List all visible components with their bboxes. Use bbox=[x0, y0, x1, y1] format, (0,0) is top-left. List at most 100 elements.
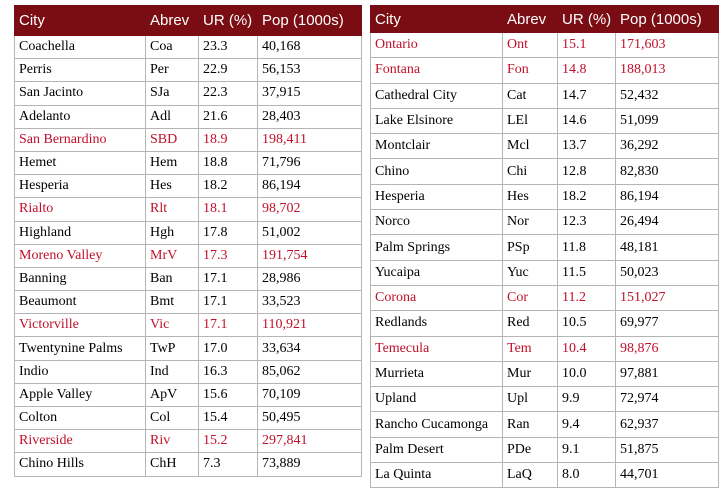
ur-header: UR (%) bbox=[198, 5, 258, 36]
city-cell: Banning bbox=[14, 266, 146, 292]
abrev-cell: Hgh bbox=[145, 220, 199, 245]
city-header: City bbox=[370, 5, 503, 33]
table-row: Moreno Valley MrV 17.3 191,754 bbox=[14, 243, 362, 268]
ur-cell: 11.8 bbox=[557, 234, 616, 261]
table-row: Twentynine Palms TwP 17.0 33,634 bbox=[14, 336, 362, 361]
abrev-cell: MrV bbox=[145, 243, 199, 268]
abrev-cell: ApV bbox=[145, 382, 199, 408]
city-cell: Palm Springs bbox=[370, 234, 503, 261]
abrev-cell: Col bbox=[145, 405, 199, 431]
abrev-cell: Adl bbox=[145, 104, 199, 129]
ur-cell: 15.4 bbox=[198, 405, 258, 431]
abrev-cell: Ind bbox=[145, 359, 199, 384]
city-cell: Riverside bbox=[14, 429, 146, 454]
pop-cell: 110,921 bbox=[257, 313, 362, 338]
table-row: Rancho Cucamonga Ran 9.4 62,937 bbox=[370, 411, 719, 438]
ur-cell: 9.4 bbox=[557, 411, 616, 438]
ur-cell: 12.3 bbox=[557, 209, 616, 236]
ur-cell: 17.8 bbox=[198, 220, 258, 245]
pop-cell: 26,494 bbox=[615, 209, 719, 236]
city-cell: San Bernardino bbox=[14, 127, 146, 152]
table-row: San Jacinto SJa 22.3 37,915 bbox=[14, 81, 362, 106]
table-row: La Quinta LaQ 8.0 44,701 bbox=[370, 462, 719, 489]
city-cell: Rancho Cucamonga bbox=[370, 411, 503, 438]
header-row: City Abrev UR (%) Pop (1000s) bbox=[370, 5, 719, 33]
ur-cell: 18.1 bbox=[198, 197, 258, 222]
ur-cell: 13.7 bbox=[557, 133, 616, 160]
ur-cell: 12.8 bbox=[557, 158, 616, 185]
abrev-cell: ChH bbox=[145, 452, 199, 477]
pop-cell: 48,181 bbox=[615, 234, 719, 261]
abrev-cell: Ran bbox=[502, 411, 558, 438]
pop-cell: 28,986 bbox=[257, 266, 362, 292]
ur-cell: 8.0 bbox=[557, 462, 616, 489]
city-cell: San Jacinto bbox=[14, 81, 146, 106]
city-header: City bbox=[14, 5, 146, 36]
pop-cell: 56,153 bbox=[257, 58, 362, 83]
city-cell: Twentynine Palms bbox=[14, 336, 146, 361]
abrev-cell: Cor bbox=[502, 284, 558, 312]
ur-cell: 18.8 bbox=[198, 150, 258, 176]
city-cell: Corona bbox=[370, 284, 503, 312]
city-cell: Victorville bbox=[14, 313, 146, 338]
ur-cell: 14.6 bbox=[557, 107, 616, 135]
pop-cell: 62,937 bbox=[615, 411, 719, 438]
abrev-cell: PDe bbox=[502, 436, 558, 464]
pop-cell: 85,062 bbox=[257, 359, 362, 384]
table-row: Hemet Hem 18.8 71,796 bbox=[14, 150, 362, 176]
table-row: Adelanto Adl 21.6 28,403 bbox=[14, 104, 362, 129]
pop-cell: 44,701 bbox=[615, 462, 719, 489]
pop-cell: 72,974 bbox=[615, 386, 719, 413]
city-cell: Perris bbox=[14, 58, 146, 83]
pop-cell: 188,013 bbox=[615, 57, 719, 84]
table-row: Hesperia Hes 18.2 86,194 bbox=[14, 174, 362, 199]
pop-cell: 51,875 bbox=[615, 436, 719, 464]
abrev-cell: Chi bbox=[502, 158, 558, 185]
table-row: Perris Per 22.9 56,153 bbox=[14, 58, 362, 83]
pop-cell: 198,411 bbox=[257, 127, 362, 152]
city-cell: Murrieta bbox=[370, 360, 503, 388]
abrev-cell: TwP bbox=[145, 336, 199, 361]
pop-cell: 191,754 bbox=[257, 243, 362, 268]
abrev-cell: SBD bbox=[145, 127, 199, 152]
table-row: Chino Hills ChH 7.3 73,889 bbox=[14, 452, 362, 477]
table-row: Cathedral City Cat 14.7 52,432 bbox=[370, 82, 719, 109]
table-row: Apple Valley ApV 15.6 70,109 bbox=[14, 382, 362, 408]
pop-header: Pop (1000s) bbox=[257, 5, 362, 36]
city-cell: Chino Hills bbox=[14, 452, 146, 477]
ur-cell: 9.1 bbox=[557, 436, 616, 464]
ur-cell: 14.8 bbox=[557, 57, 616, 84]
table-row: Chino Chi 12.8 82,830 bbox=[370, 158, 719, 185]
abrev-cell: Upl bbox=[502, 386, 558, 413]
pop-cell: 70,109 bbox=[257, 382, 362, 408]
table-row: Norco Nor 12.3 26,494 bbox=[370, 209, 719, 236]
pop-cell: 98,702 bbox=[257, 197, 362, 222]
ur-cell: 17.1 bbox=[198, 313, 258, 338]
city-cell: Rialto bbox=[14, 197, 146, 222]
abrev-cell: Riv bbox=[145, 429, 199, 454]
abrev-cell: LaQ bbox=[502, 462, 558, 489]
abrev-cell: Ont bbox=[502, 31, 558, 59]
table-row: Coachella Coa 23.3 40,168 bbox=[14, 34, 362, 60]
abrev-cell: Red bbox=[502, 310, 558, 337]
city-cell: Cathedral City bbox=[370, 82, 503, 109]
abrev-cell: Hes bbox=[145, 174, 199, 199]
table-row: Fontana Fon 14.8 188,013 bbox=[370, 57, 719, 84]
table-row: Lake Elsinore LEl 14.6 51,099 bbox=[370, 107, 719, 135]
abrev-cell: Mur bbox=[502, 360, 558, 388]
ur-cell: 10.5 bbox=[557, 310, 616, 337]
city-cell: Temecula bbox=[370, 335, 503, 362]
pop-cell: 171,603 bbox=[615, 31, 719, 59]
city-cell: Apple Valley bbox=[14, 382, 146, 408]
city-cell: Colton bbox=[14, 405, 146, 431]
table-row: Corona Cor 11.2 151,027 bbox=[370, 284, 719, 312]
abrev-cell: Vic bbox=[145, 313, 199, 338]
table-row: Ontario Ont 15.1 171,603 bbox=[370, 31, 719, 59]
ur-cell: 10.0 bbox=[557, 360, 616, 388]
pop-cell: 73,889 bbox=[257, 452, 362, 477]
table-row: Rialto Rlt 18.1 98,702 bbox=[14, 197, 362, 222]
table-row: Palm Desert PDe 9.1 51,875 bbox=[370, 436, 719, 464]
city-cell: La Quinta bbox=[370, 462, 503, 489]
pop-cell: 40,168 bbox=[257, 34, 362, 60]
city-cell: Highland bbox=[14, 220, 146, 245]
